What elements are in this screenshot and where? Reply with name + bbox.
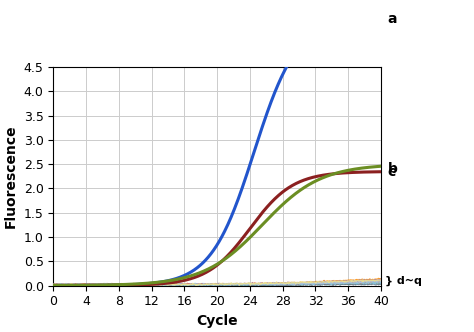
- X-axis label: Cycle: Cycle: [196, 314, 238, 328]
- Text: } d~q: } d~q: [385, 276, 422, 286]
- Text: c: c: [388, 165, 396, 179]
- Y-axis label: Fluorescence: Fluorescence: [4, 124, 18, 228]
- Text: a: a: [388, 12, 397, 26]
- Text: b: b: [388, 162, 397, 176]
